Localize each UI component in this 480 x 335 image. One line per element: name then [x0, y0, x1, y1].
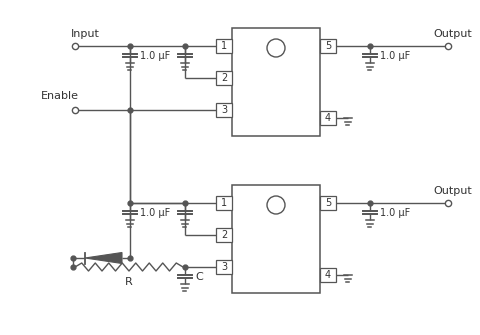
- Text: 2: 2: [220, 73, 227, 83]
- Circle shape: [266, 196, 285, 214]
- Bar: [216, 71, 231, 85]
- Bar: [216, 39, 231, 53]
- Text: 1.0 μF: 1.0 μF: [379, 208, 409, 218]
- Bar: [319, 111, 336, 125]
- Bar: [231, 28, 319, 136]
- Circle shape: [266, 39, 285, 57]
- Text: Output: Output: [433, 29, 471, 39]
- Text: Input: Input: [71, 29, 99, 39]
- Text: 3: 3: [220, 262, 227, 272]
- Bar: [319, 39, 336, 53]
- Text: 1: 1: [220, 198, 227, 208]
- Bar: [231, 185, 319, 293]
- Text: 2: 2: [220, 230, 227, 240]
- Text: 1.0 μF: 1.0 μF: [379, 51, 409, 61]
- Text: 1: 1: [220, 41, 227, 51]
- Bar: [319, 268, 336, 282]
- Bar: [216, 228, 231, 242]
- Text: 4: 4: [324, 270, 330, 280]
- Text: 3: 3: [220, 105, 227, 115]
- Polygon shape: [85, 253, 122, 264]
- Text: C: C: [194, 272, 203, 282]
- Bar: [216, 103, 231, 117]
- Text: 4: 4: [324, 113, 330, 123]
- Text: R: R: [125, 277, 132, 287]
- Text: 5: 5: [324, 41, 330, 51]
- Bar: [319, 196, 336, 210]
- Text: 5: 5: [324, 198, 330, 208]
- Bar: [216, 196, 231, 210]
- Bar: [216, 260, 231, 274]
- Text: 1.0 μF: 1.0 μF: [140, 51, 170, 61]
- Text: Output: Output: [433, 186, 471, 196]
- Text: Enable: Enable: [41, 91, 79, 101]
- Text: 1.0 μF: 1.0 μF: [140, 208, 170, 218]
